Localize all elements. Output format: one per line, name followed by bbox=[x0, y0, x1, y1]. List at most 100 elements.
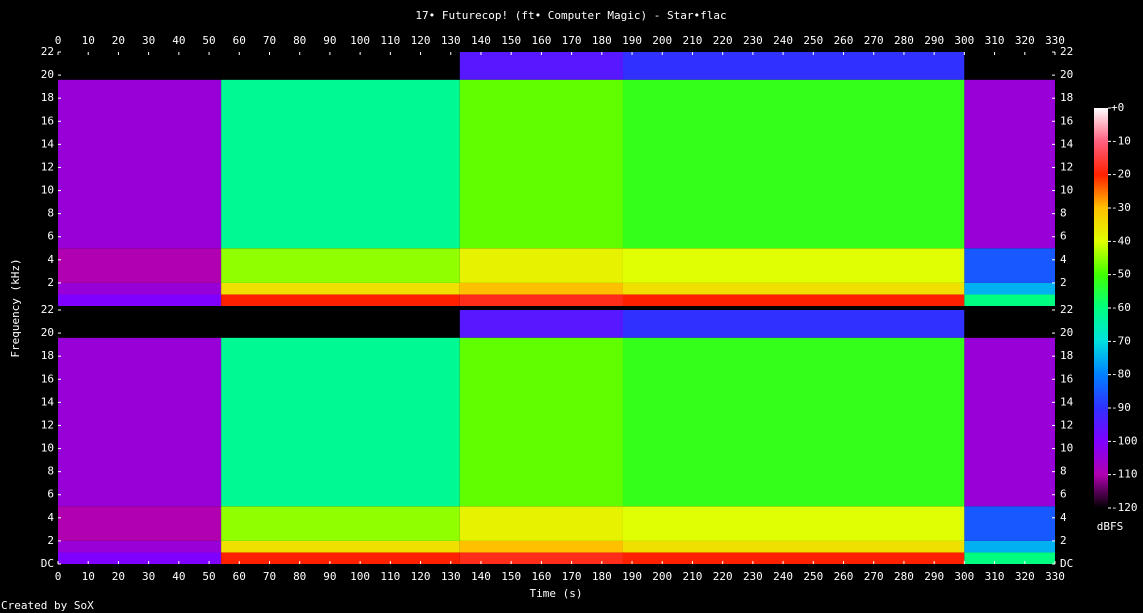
x-tick-label: 210 bbox=[683, 570, 703, 583]
y-tick-label: 8 bbox=[47, 465, 54, 478]
x-tick-label: 130 bbox=[441, 570, 461, 583]
spectrogram-cell bbox=[58, 337, 222, 507]
y-tick-label: 20 bbox=[1060, 68, 1073, 81]
x-tick-label: 10 bbox=[82, 34, 95, 47]
x-tick-label: 240 bbox=[773, 570, 793, 583]
spectrogram-cell bbox=[58, 52, 222, 80]
x-tick-label: 100 bbox=[350, 34, 370, 47]
y-tick-label: 2 bbox=[47, 276, 54, 289]
colorbar bbox=[1094, 108, 1108, 508]
x-tick-label: 180 bbox=[592, 34, 612, 47]
y-tick-label: 10 bbox=[41, 442, 54, 455]
colorbar-tick-label: -30 bbox=[1111, 201, 1131, 214]
spectrogram-cell bbox=[58, 540, 222, 553]
spectrogram-cell bbox=[964, 337, 1055, 507]
colorbar-tick-label: -100 bbox=[1111, 434, 1138, 447]
y-tick-label: 22 bbox=[41, 45, 54, 58]
spectrogram-cell bbox=[622, 337, 965, 507]
spectrogram-cell bbox=[622, 294, 965, 306]
x-tick-label: 160 bbox=[531, 34, 551, 47]
y-tick-label: 14 bbox=[1060, 137, 1074, 150]
x-tick-label: 100 bbox=[350, 570, 370, 583]
x-tick-label: 220 bbox=[713, 570, 733, 583]
y-tick-label: 12 bbox=[1060, 160, 1073, 173]
y-tick-label: 6 bbox=[47, 488, 54, 501]
y-tick-label: 12 bbox=[1060, 418, 1073, 431]
x-tick-label: 190 bbox=[622, 570, 642, 583]
spectrogram-cell bbox=[58, 282, 222, 295]
x-tick-label: 260 bbox=[834, 570, 854, 583]
spectrogram-cell bbox=[622, 282, 965, 295]
colorbar-tick-label: -40 bbox=[1111, 234, 1131, 247]
spectrogram-cell bbox=[964, 52, 1055, 80]
y-tick-label: 4 bbox=[1060, 511, 1067, 524]
x-tick-label: 280 bbox=[894, 570, 914, 583]
y-tick-label: 10 bbox=[1060, 184, 1073, 197]
y-tick-label: 12 bbox=[41, 418, 54, 431]
y-tick-label: 18 bbox=[41, 349, 54, 362]
x-tick-label: 10 bbox=[82, 570, 95, 583]
y-tick-label: 10 bbox=[41, 184, 54, 197]
spectrogram-cell bbox=[221, 79, 460, 249]
x-tick-label: 130 bbox=[441, 34, 461, 47]
y-tick-label: 6 bbox=[1060, 230, 1067, 243]
colorbar-tick-label: -80 bbox=[1111, 368, 1131, 381]
spectrogram-cell bbox=[459, 506, 623, 541]
x-tick-label: 30 bbox=[142, 570, 155, 583]
spectrogram-cell bbox=[622, 52, 965, 80]
x-tick-label: 230 bbox=[743, 34, 763, 47]
spectrogram-cell bbox=[459, 282, 623, 295]
x-tick-label: 320 bbox=[1015, 34, 1035, 47]
colorbar-label: dBFS bbox=[1097, 520, 1124, 533]
spectrogram-cell bbox=[58, 79, 222, 249]
x-tick-label: 120 bbox=[411, 570, 431, 583]
x-tick-label: 190 bbox=[622, 34, 642, 47]
x-tick-label: 270 bbox=[864, 34, 884, 47]
colorbar-tick-label: -90 bbox=[1111, 401, 1131, 414]
y-tick-label: 8 bbox=[47, 207, 54, 220]
x-tick-label: 70 bbox=[263, 34, 276, 47]
x-tick-label: 270 bbox=[864, 570, 884, 583]
x-tick-label: 230 bbox=[743, 570, 763, 583]
x-tick-label: 150 bbox=[501, 34, 521, 47]
colorbar-tick-label: -10 bbox=[1111, 134, 1131, 147]
x-tick-label: 60 bbox=[233, 570, 246, 583]
spectrogram-cell bbox=[964, 552, 1055, 564]
y-tick-label: 2 bbox=[1060, 534, 1067, 547]
y-tick-label: 18 bbox=[1060, 349, 1073, 362]
colorbar-tick-label: -50 bbox=[1111, 268, 1131, 281]
y-tick-label: 22 bbox=[1060, 45, 1073, 58]
x-tick-label: 300 bbox=[954, 570, 974, 583]
y-tick-label: 12 bbox=[41, 160, 54, 173]
chart-title: 17• Futurecop! (ft• Computer Magic) - St… bbox=[415, 9, 726, 22]
spectrogram-cell bbox=[964, 79, 1055, 249]
x-tick-label: 290 bbox=[924, 570, 944, 583]
x-axis-label: Time (s) bbox=[530, 587, 583, 600]
x-tick-label: 250 bbox=[803, 570, 823, 583]
y-tick-label: DC bbox=[41, 557, 54, 570]
spectrogram-cell bbox=[58, 310, 222, 338]
y-tick-label: 14 bbox=[41, 137, 55, 150]
x-tick-label: 120 bbox=[411, 34, 431, 47]
spectrogram-cell bbox=[964, 248, 1055, 283]
spectrogram-cell bbox=[221, 337, 460, 507]
x-tick-label: 290 bbox=[924, 34, 944, 47]
x-tick-label: 300 bbox=[954, 34, 974, 47]
x-tick-label: 140 bbox=[471, 570, 491, 583]
x-tick-label: 240 bbox=[773, 34, 793, 47]
spectrogram-cell bbox=[459, 337, 623, 507]
x-tick-label: 160 bbox=[531, 570, 551, 583]
spectrogram-cell bbox=[459, 294, 623, 306]
spectrogram-cell bbox=[622, 79, 965, 249]
y-tick-label: 2 bbox=[47, 534, 54, 547]
y-tick-label: 16 bbox=[41, 114, 54, 127]
x-tick-label: 220 bbox=[713, 34, 733, 47]
y-tick-label: 18 bbox=[41, 91, 54, 104]
spectrogram-cell bbox=[622, 552, 965, 564]
spectrogram-cell bbox=[964, 310, 1055, 338]
spectrogram-cell bbox=[58, 506, 222, 541]
x-tick-label: 170 bbox=[562, 570, 582, 583]
y-tick-label: 16 bbox=[1060, 372, 1073, 385]
x-tick-label: 320 bbox=[1015, 570, 1035, 583]
